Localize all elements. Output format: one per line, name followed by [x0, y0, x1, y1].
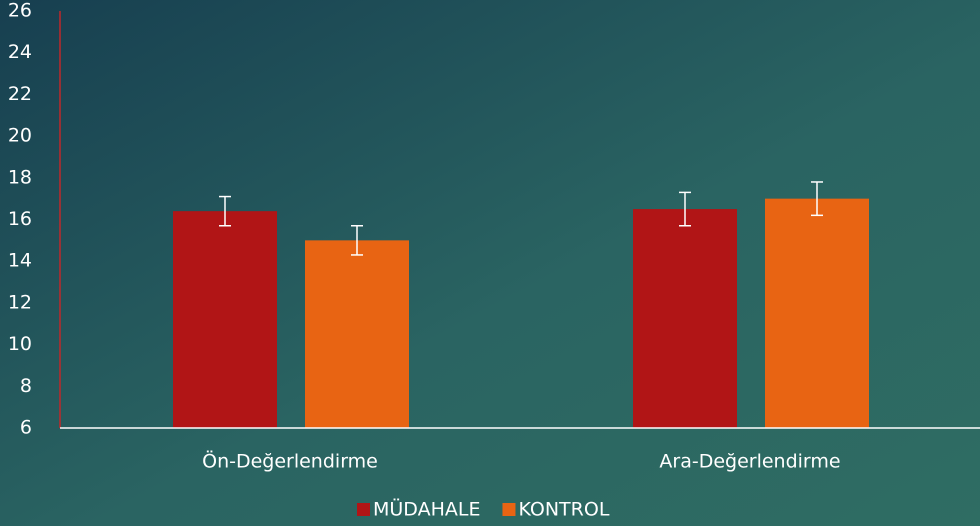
- y-tick-label: 16: [8, 208, 32, 230]
- x-tick-label: Ön-Değerlendirme: [202, 450, 378, 473]
- y-tick-label: 24: [8, 41, 32, 63]
- legend-swatch: [357, 503, 370, 516]
- bar: [305, 240, 409, 428]
- error-bar: [679, 191, 691, 227]
- y-tick-label: 20: [8, 125, 32, 147]
- y-tick-label: 22: [8, 83, 32, 105]
- y-tick-label: 6: [20, 417, 32, 439]
- legend-swatch: [502, 503, 516, 516]
- legend-label: KONTROL: [518, 499, 609, 521]
- y-tick-label: 26: [8, 0, 32, 22]
- y-tick-label: 10: [8, 333, 32, 355]
- x-tick-label: Ara-Değerlendirme: [659, 451, 840, 473]
- y-tick-label: 18: [8, 166, 32, 188]
- bar: [765, 198, 869, 428]
- bar: [173, 211, 277, 428]
- bar: [633, 209, 737, 428]
- error-bar: [219, 195, 231, 227]
- y-tick-label: 12: [8, 291, 32, 313]
- legend-label: MÜDAHALE: [373, 498, 480, 521]
- y-tick-label: 14: [8, 250, 32, 272]
- y-tick-label: 8: [20, 375, 32, 397]
- error-bar: [351, 225, 363, 256]
- error-bar: [811, 181, 823, 217]
